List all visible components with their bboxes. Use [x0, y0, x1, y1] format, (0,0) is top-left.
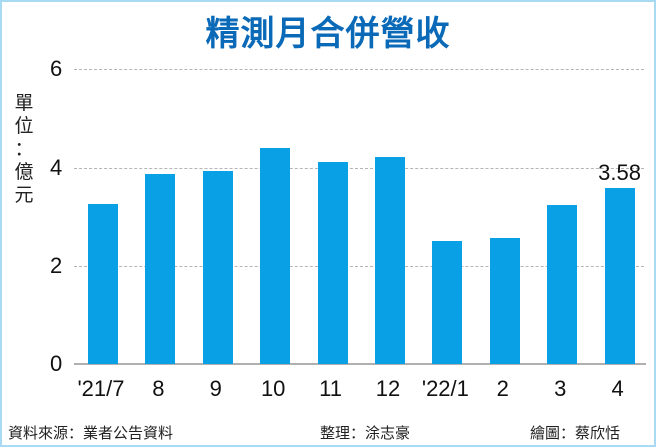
bar-8 — [547, 205, 578, 364]
bar-4 — [317, 162, 348, 364]
y-tick-label: 4 — [50, 154, 63, 180]
x-tick-label: 11 — [319, 376, 343, 401]
unit-char: 億 — [14, 161, 34, 183]
data-label: 3.58 — [598, 160, 641, 186]
gridline — [74, 265, 644, 267]
x-tick-label: 10 — [260, 376, 286, 401]
bar-9 — [604, 188, 635, 364]
bar-7 — [489, 238, 520, 364]
bar-0 — [88, 204, 118, 364]
y-tick-label: 6 — [50, 56, 63, 82]
unit-char: 位 — [14, 115, 34, 137]
bar-6 — [432, 241, 463, 364]
y-axis-unit-label: 單 位 ： 億 元 — [12, 92, 36, 207]
y-tick-label: 2 — [50, 252, 63, 278]
chart-title: 精測月合併營收 — [205, 14, 451, 54]
x-tick-label: 2 — [496, 376, 509, 401]
x-tick-label: 3 — [554, 376, 567, 401]
gridline — [74, 167, 644, 169]
x-tick-label: '21/7 — [77, 376, 125, 401]
x-tick-label: 4 — [611, 376, 624, 401]
unit-char: 單 — [14, 92, 34, 114]
gridline — [74, 69, 644, 71]
x-axis-line — [74, 363, 646, 365]
footer-editor: 整理：涂志豪 — [320, 424, 411, 442]
x-tick-label: 8 — [152, 376, 165, 401]
x-tick-label: 12 — [375, 376, 401, 401]
y-tick-label: 0 — [50, 351, 63, 376]
x-tick-label: '22/1 — [421, 376, 469, 401]
unit-char: ： — [14, 138, 34, 160]
footer-source: 資料來源：業者公告資料 — [8, 424, 174, 442]
bar-3 — [260, 148, 291, 364]
bar-2 — [202, 170, 233, 364]
unit-char: 元 — [14, 184, 34, 206]
bar-1 — [145, 174, 176, 364]
footer-illustrator: 繪圖：蔡欣恬 — [530, 424, 621, 442]
bar-5 — [375, 157, 405, 364]
x-tick-label: 9 — [209, 376, 222, 401]
